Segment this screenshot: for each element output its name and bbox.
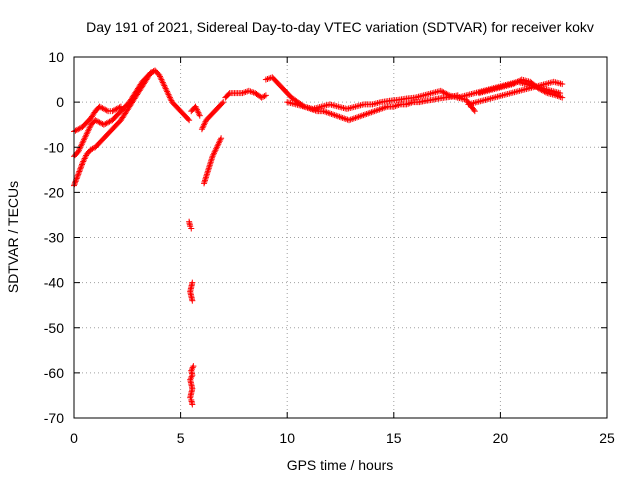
data-point	[78, 161, 85, 168]
data-point	[262, 92, 269, 99]
y-tick-label: -50	[44, 320, 64, 336]
x-tick-label: 10	[279, 430, 295, 446]
data-point	[242, 88, 249, 95]
data-point	[261, 93, 268, 100]
data-point	[77, 164, 84, 171]
y-tick-label: -60	[44, 365, 64, 381]
data-point	[186, 117, 193, 124]
x-tick-label: 15	[386, 430, 402, 446]
x-tick-label: 25	[599, 430, 615, 446]
data-point	[188, 225, 195, 232]
data-point	[470, 106, 477, 113]
y-tick-label: 10	[48, 49, 64, 65]
data-point	[117, 103, 124, 110]
data-points	[71, 67, 566, 408]
data-point	[74, 174, 81, 181]
data-point	[77, 165, 84, 172]
data-point	[196, 112, 203, 119]
data-point	[218, 135, 225, 142]
plot-frame	[73, 56, 608, 419]
data-point	[220, 99, 227, 106]
data-point	[444, 91, 451, 98]
grid	[74, 57, 607, 418]
data-point	[559, 94, 566, 101]
y-axis-label: SDTVAR / TECUs	[5, 181, 21, 293]
data-point	[75, 171, 82, 178]
y-tick-labels: 10 0 -10 -20 -30 -40 -50 -60 -70	[44, 49, 64, 426]
data-point	[188, 373, 195, 380]
x-tick-label: 5	[177, 430, 185, 446]
data-point	[78, 162, 85, 169]
data-point	[71, 181, 78, 188]
chart-title: Day 191 of 2021, Sidereal Day-to-day VTE…	[86, 19, 594, 35]
data-point	[542, 89, 549, 96]
data-point	[76, 168, 83, 175]
data-point	[152, 67, 159, 74]
data-point	[559, 81, 566, 88]
x-tick-label: 0	[70, 430, 78, 446]
data-point	[73, 175, 80, 182]
data-point	[471, 108, 478, 115]
data-point	[75, 169, 82, 176]
data-point	[72, 179, 79, 186]
data-point	[72, 178, 79, 185]
data-point	[189, 364, 196, 371]
y-tick-label: -10	[44, 139, 64, 155]
y-tick-label: -40	[44, 275, 64, 291]
data-point	[76, 167, 83, 174]
data-point	[185, 116, 192, 123]
data-point	[393, 102, 400, 109]
data-point	[219, 100, 226, 107]
y-tick-label: -70	[44, 410, 64, 426]
axis-ticks	[73, 56, 608, 419]
data-point	[260, 93, 267, 100]
x-tick-label: 20	[493, 430, 509, 446]
data-point	[150, 68, 157, 75]
x-tick-labels: 0 5 10 15 20 25	[70, 430, 615, 446]
y-tick-label: 0	[56, 94, 64, 110]
data-point	[225, 91, 232, 98]
x-axis-label: GPS time / hours	[287, 457, 394, 473]
y-tick-label: -20	[44, 184, 64, 200]
data-point	[116, 104, 123, 111]
data-point	[189, 297, 196, 304]
data-point	[189, 401, 196, 408]
data-point	[103, 107, 110, 114]
data-point	[557, 90, 564, 97]
data-point	[74, 172, 81, 179]
y-tick-label: -30	[44, 230, 64, 246]
